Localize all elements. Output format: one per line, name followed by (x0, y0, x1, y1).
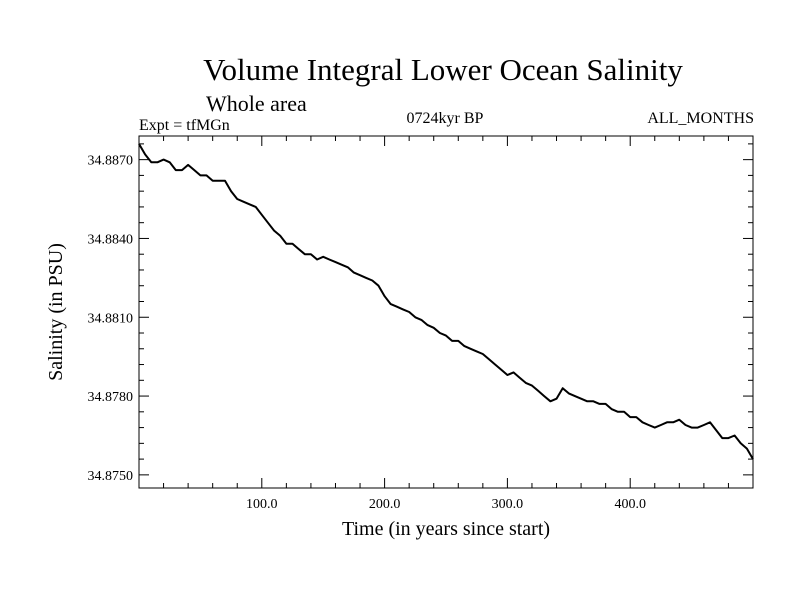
x-tick-label: 300.0 (492, 497, 524, 512)
x-tick-label: 400.0 (614, 497, 646, 512)
y-tick-label: 34.8750 (88, 469, 134, 484)
period-label: 0724kyr BP (406, 110, 484, 127)
plot-area-frame (138, 135, 754, 489)
x-axis-label: Time (in years since start) (342, 518, 550, 540)
months-label: ALL_MONTHS (647, 110, 754, 127)
axis-tick-labels: 100.0 200.0 300.0 400.0 34.8750 34.8780 34.881… (88, 154, 646, 512)
chart-title: Volume Integral Lower Ocean Salinity (203, 52, 683, 87)
y-tick-label: 34.8870 (88, 154, 134, 169)
y-tick-label: 34.8810 (88, 311, 134, 326)
series-line (138, 143, 754, 460)
chart-subtitle: Whole area (206, 91, 307, 116)
y-tick-label: 34.8840 (88, 232, 134, 247)
x-tick-label: 100.0 (246, 497, 278, 512)
y-tick-label: 34.8780 (88, 390, 134, 405)
y-axis-label: Salinity (in PSU) (45, 243, 67, 381)
x-tick-label: 200.0 (369, 497, 401, 512)
experiment-label: Expt = tfMGn (139, 117, 230, 134)
axis-ticks (139, 136, 753, 488)
